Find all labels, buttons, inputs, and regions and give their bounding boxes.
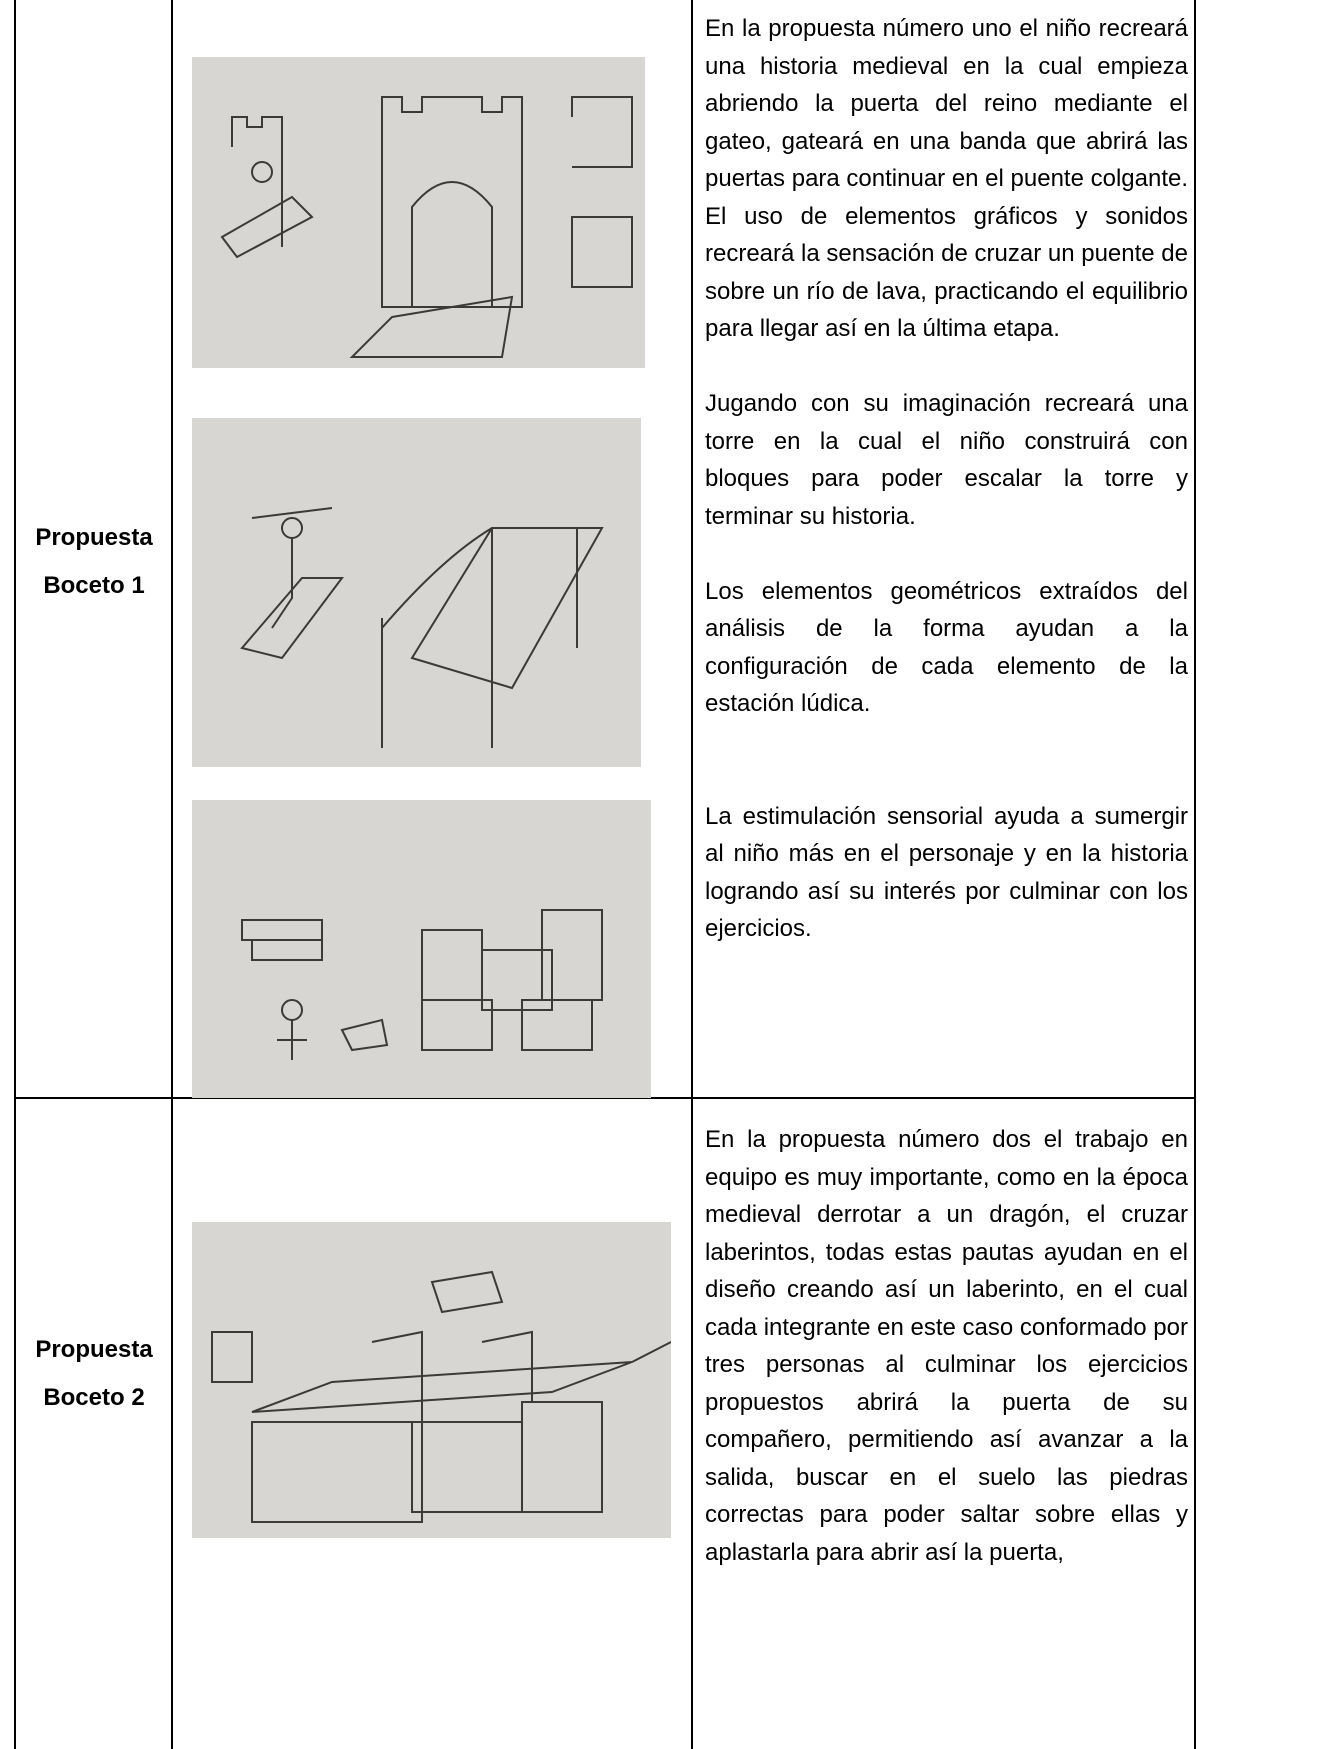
description-text: En la propuesta número dos el trabajo en… [705,1121,1188,1571]
paragraph: En la propuesta número dos el trabajo en… [705,1126,1188,1566]
paragraph: Los elementos geométricos extraídos del … [705,577,1188,718]
paragraph: Jugando con su imaginación recreará una … [705,390,1188,530]
table-border [14,1097,1196,1099]
table-border [171,0,173,1749]
table-border [691,0,693,1749]
table-border [14,0,16,1749]
row-label: Propuesta Boceto 1 [16,514,172,610]
row-label: Propuesta Boceto 2 [16,1326,172,1422]
label-line: Boceto 1 [43,572,145,599]
paragraph: En la propuesta número uno el niño recre… [705,15,1189,192]
sketch-photo [192,800,651,1098]
sketch-photo [192,418,641,767]
description-text: En la propuesta número uno el niño recre… [705,10,1188,948]
label-line: Propuesta [35,524,153,551]
table-border [1194,0,1196,1749]
paragraph: El uso de elementos gráficos y sonidos r… [705,202,1188,343]
sketch-photo [192,57,645,368]
label-line: Propuesta [35,1336,153,1363]
sketch-photo [192,1222,671,1538]
label-line: Boceto 2 [43,1384,145,1411]
paragraph: La estimulación sensorial ayuda a sumerg… [705,802,1188,943]
